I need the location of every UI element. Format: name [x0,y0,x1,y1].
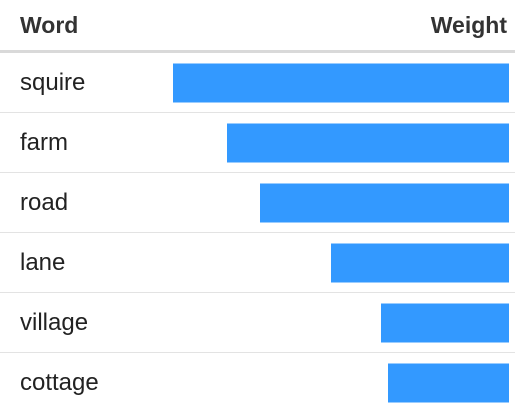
weight-bar [226,123,509,162]
weight-bar [381,303,509,342]
weight-bar-track [173,123,509,162]
row-word-label: squire [20,68,86,96]
column-header-weight[interactable]: Weight [430,12,507,38]
table-row: road [0,173,515,233]
column-header-word[interactable]: Word [20,12,79,38]
weight-bar [260,183,509,222]
weight-bar-track [173,183,509,222]
weight-bar [330,243,509,282]
weight-bar-track [173,63,509,102]
table-body: squire farm road lane village cottage [0,53,515,412]
table-row: squire [0,53,515,113]
row-word-label: farm [20,128,68,156]
weight-bar [173,63,509,102]
weight-bar-track [173,303,509,342]
table-row: lane [0,233,515,293]
row-word-label: lane [20,248,66,276]
table-row: farm [0,113,515,173]
weight-bar [388,363,509,402]
table-row: village [0,293,515,353]
row-word-label: cottage [20,368,99,396]
table-header: Word Weight [0,0,515,53]
table-row: cottage [0,353,515,412]
weight-bar-track [173,363,509,402]
weight-bar-track [173,243,509,282]
row-word-label: road [20,188,69,216]
row-word-label: village [20,308,89,336]
